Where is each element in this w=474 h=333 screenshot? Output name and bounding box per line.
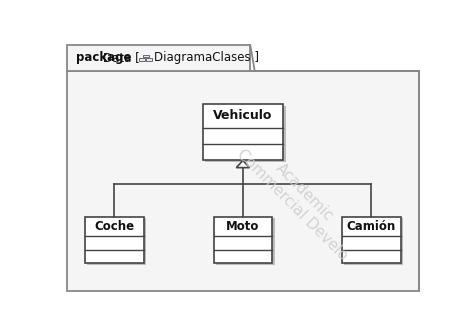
FancyBboxPatch shape bbox=[66, 71, 419, 291]
FancyBboxPatch shape bbox=[66, 45, 250, 71]
Text: Data [: Data [ bbox=[102, 51, 139, 64]
FancyBboxPatch shape bbox=[202, 104, 283, 161]
FancyBboxPatch shape bbox=[85, 217, 144, 263]
FancyBboxPatch shape bbox=[143, 55, 148, 57]
FancyBboxPatch shape bbox=[213, 217, 272, 263]
Text: Camión: Camión bbox=[347, 220, 396, 233]
FancyBboxPatch shape bbox=[87, 218, 146, 265]
Polygon shape bbox=[237, 161, 249, 167]
Text: Academic
Commercial Develo: Academic Commercial Develo bbox=[234, 135, 363, 263]
FancyBboxPatch shape bbox=[139, 58, 145, 61]
FancyBboxPatch shape bbox=[342, 217, 401, 263]
FancyBboxPatch shape bbox=[344, 218, 403, 265]
Text: Coche: Coche bbox=[94, 220, 135, 233]
Text: Moto: Moto bbox=[226, 220, 260, 233]
FancyBboxPatch shape bbox=[146, 58, 152, 61]
FancyBboxPatch shape bbox=[205, 106, 285, 162]
Text: Vehiculo: Vehiculo bbox=[213, 110, 273, 123]
Text: DiagramaClases ]: DiagramaClases ] bbox=[154, 51, 259, 64]
FancyBboxPatch shape bbox=[216, 218, 274, 265]
Text: package: package bbox=[76, 51, 131, 64]
